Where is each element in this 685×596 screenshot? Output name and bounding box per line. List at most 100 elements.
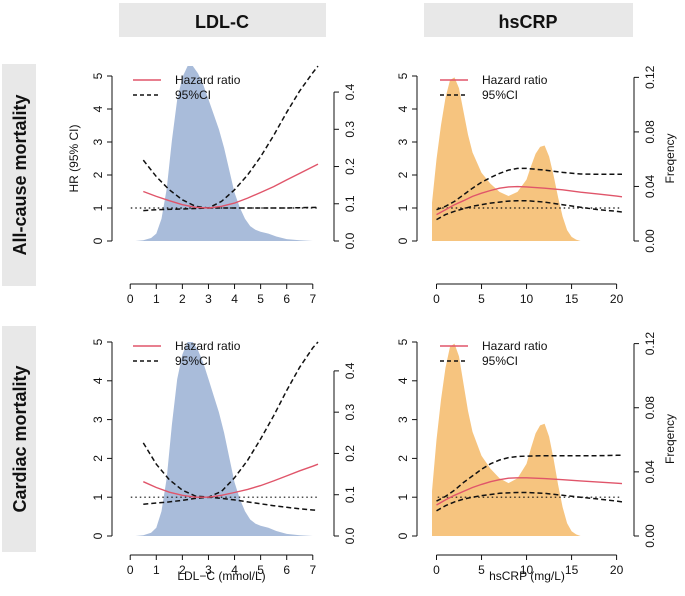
- left-axis-tick-label: 5: [396, 72, 410, 79]
- x-axis-tick-label: 1: [153, 563, 160, 577]
- column-header-crp: hsCRP: [424, 3, 633, 37]
- left-axis-tick-label: 1: [91, 204, 105, 211]
- left-axis-tick-label: 5: [91, 338, 105, 345]
- panel-crp-all-cause: 0 1 2 3 4 5 0.00 0.04 0.08 0.12 Freqency 0 5 10 15 20 Ha…: [396, 65, 677, 306]
- left-axis-tick-label: 3: [91, 416, 105, 423]
- left-axis-tick-label: 1: [396, 494, 410, 501]
- x-axis-tick-label: 20: [610, 292, 624, 306]
- x-axis-tick-label: 0: [433, 292, 440, 306]
- column-header-ldl: LDL-C: [119, 3, 326, 37]
- x-axis-tick-label: 3: [205, 563, 212, 577]
- right-axis-tick-label: 0.3: [343, 121, 357, 138]
- panel-ldl-cardiac: 0 1 2 3 4 5 0.0 0.1 0.2 0.3 0.4 0 1 2 3 4 5 6 7 LDL−C (mmol…: [91, 338, 357, 583]
- legend-label-hr: Hazard ratio: [175, 73, 241, 87]
- x-axis-title: LDL−C (mmol/L): [177, 569, 265, 583]
- left-axis-tick-label: 0: [91, 532, 105, 539]
- panel-crp-cardiac: 0 1 2 3 4 5 0.00 0.04 0.08 0.12 Freqency 0 5 10 15 20 hs…: [396, 332, 677, 583]
- x-axis-tick-label: 5: [478, 563, 485, 577]
- right-axis-tick-label: 0.0: [343, 527, 357, 544]
- x-axis-tick-label: 2: [179, 563, 186, 577]
- legend-label-hr: Hazard ratio: [482, 73, 548, 87]
- left-axis-tick-label: 2: [91, 455, 105, 462]
- right-axis-tick-label: 0.1: [343, 486, 357, 503]
- right-axis-tick-label: 0.2: [343, 158, 357, 175]
- density-area: [135, 342, 313, 536]
- density-area: [432, 77, 622, 242]
- left-axis-tick-label: 4: [396, 377, 410, 384]
- left-axis-tick-label: 4: [91, 377, 105, 384]
- right-axis-tick-label: 0.2: [343, 445, 357, 462]
- row-header-cardiac-box: [2, 326, 36, 552]
- ci-upper-line: [142, 341, 319, 498]
- right-axis-tick-label: 0.00: [643, 524, 657, 548]
- row-header-cardiac-label: Cardiac mortality: [10, 365, 30, 512]
- row-header-all-cause-label: All-cause mortality: [10, 94, 30, 255]
- row-header-all-cause: All-cause mortality: [2, 64, 36, 286]
- x-axis-tick-label: 15: [565, 563, 579, 577]
- left-axis-tick-label: 5: [91, 72, 105, 79]
- x-axis-tick-label: 3: [205, 292, 212, 306]
- x-axis-tick-label: 0: [127, 563, 134, 577]
- column-header-ldl-label: LDL-C: [195, 12, 249, 32]
- x-axis-tick-label: 7: [309, 563, 316, 577]
- right-axis-tick-label: 0.00: [643, 229, 657, 253]
- row-header-cardiac: Cardiac mortality: [2, 326, 36, 552]
- ci-lower-line: [143, 496, 319, 512]
- legend-label-hr: Hazard ratio: [482, 339, 548, 353]
- x-axis-tick-label: 2: [179, 292, 186, 306]
- x-axis-tick-label: 5: [478, 292, 485, 306]
- legend-label-ci: 95%CI: [482, 88, 518, 102]
- density-area: [432, 343, 622, 536]
- hazard-ratio-line: [143, 163, 319, 209]
- right-axis-tick-label: 0.12: [643, 332, 657, 356]
- x-axis-tick-label: 0: [433, 563, 440, 577]
- ci-lower-line: [436, 199, 623, 221]
- left-axis-tick-label: 1: [91, 494, 105, 501]
- right-axis-tick-label: 0.08: [643, 396, 657, 420]
- left-axis-tick-label: 0: [396, 532, 410, 539]
- ci-upper-line: [142, 65, 319, 209]
- panel-ldl-all-cause: 0 1 2 3 4 5 HR (95% CI) 0.0 0.1 0.2 0.3 0.4 0 1 2 3 4 5 6 7…: [67, 65, 357, 306]
- right-axis-tick-label: 0.04: [643, 174, 657, 198]
- left-axis-tick-label: 0: [396, 237, 410, 244]
- x-axis-tick-label: 4: [231, 292, 238, 306]
- x-axis-tick-label: 1: [153, 292, 160, 306]
- column-header-crp-label: hsCRP: [498, 12, 557, 32]
- hazard-ratio-line: [436, 477, 623, 506]
- x-axis-tick-label: 4: [231, 563, 238, 577]
- left-axis-tick-label: 5: [396, 338, 410, 345]
- left-axis-tick-label: 4: [91, 105, 105, 112]
- x-axis-tick-label: 10: [520, 563, 534, 577]
- left-axis-tick-label: 4: [396, 105, 410, 112]
- left-axis-tick-label: 3: [396, 138, 410, 145]
- legend-label-ci: 95%CI: [175, 354, 211, 368]
- right-axis-tick-label: 0.08: [643, 120, 657, 144]
- x-axis-tick-label: 10: [520, 292, 534, 306]
- x-axis-tick-label: 20: [610, 563, 624, 577]
- right-axis-tick-label: 0.04: [643, 460, 657, 484]
- right-axis-tick-label: 0.4: [343, 362, 357, 379]
- hazard-ratio-line: [436, 185, 623, 216]
- row-header-all-cause-box: [2, 64, 36, 286]
- legend-label-ci: 95%CI: [482, 354, 518, 368]
- x-axis-tick-label: 5: [257, 292, 264, 306]
- left-axis-tick-label: 3: [91, 138, 105, 145]
- x-axis-tick-label: 6: [283, 563, 290, 577]
- left-axis-tick-label: 2: [396, 455, 410, 462]
- left-axis-tick-label: 2: [396, 171, 410, 178]
- x-axis-tick-label: 7: [309, 292, 316, 306]
- legend-label-hr: Hazard ratio: [175, 339, 241, 353]
- right-axis-title: Freqency: [663, 133, 677, 183]
- right-axis-tick-label: 0.4: [343, 83, 357, 100]
- right-axis-title: Freqency: [663, 414, 677, 464]
- ci-upper-line: [436, 454, 622, 502]
- right-axis-tick-label: 0.1: [343, 195, 357, 212]
- column-header-ldl-box: [119, 3, 326, 37]
- x-axis-tick-label: 15: [565, 292, 579, 306]
- hazard-ratio-line: [143, 463, 319, 498]
